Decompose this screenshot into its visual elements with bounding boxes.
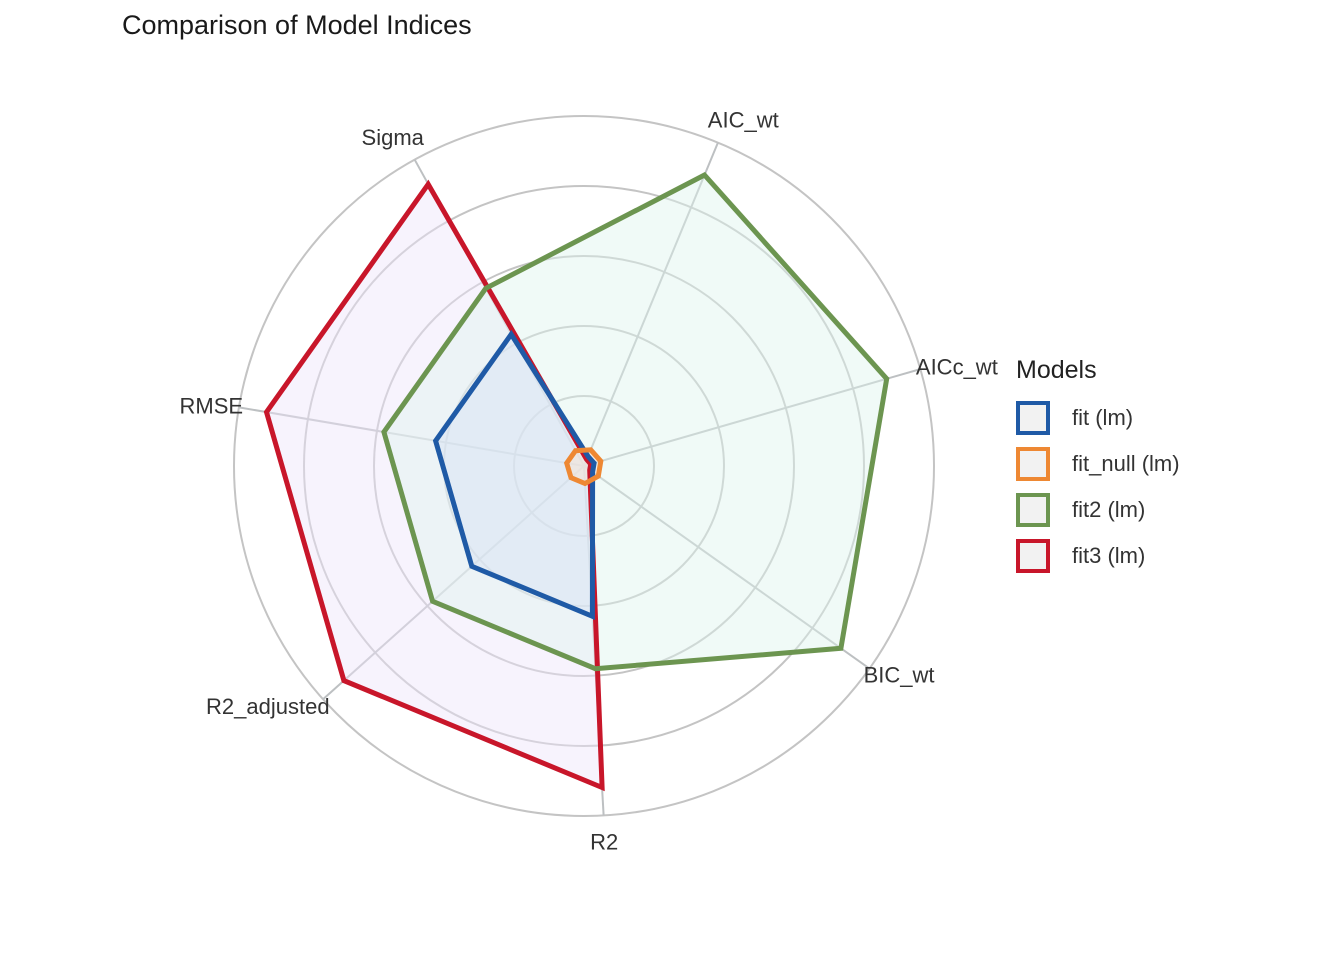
series-line [563, 447, 604, 487]
series-line [263, 179, 605, 792]
axis-label: RMSE [180, 394, 244, 419]
legend-label-fit2: fit2 (lm) [1072, 497, 1146, 522]
legend-item-fit2: fit2 (lm) [1016, 487, 1180, 533]
axis-labels: AIC_wt AICc_wt BIC_wt R2 R2_adjusted RMSE Sigm… [180, 107, 998, 854]
grid-circle [233, 115, 935, 817]
axis-label: BIC_wt [864, 662, 935, 687]
legend: Models fit (lm) fit_null (lm) fit2 (lm) … [1016, 356, 1180, 579]
spoke-line [583, 368, 921, 467]
legend-swatch-fit-null [1016, 447, 1050, 481]
legend-item-fit: fit (lm) [1016, 395, 1180, 441]
spoke-line [238, 406, 585, 467]
series-lines [263, 171, 890, 792]
axis-label: AIC_wt [708, 107, 779, 132]
axis-label: Sigma [362, 125, 425, 150]
legend-item-fit-null: fit_null (lm) [1016, 441, 1180, 487]
legend-label-fit3: fit3 (lm) [1072, 543, 1146, 568]
grid-circle [373, 255, 795, 677]
axis-label: AICc_wt [916, 354, 998, 379]
grid-circle [513, 395, 655, 537]
series-line [432, 329, 597, 621]
spoke-line [583, 465, 871, 670]
legend-swatch-fit3 [1016, 539, 1050, 573]
axis-label: R2_adjusted [206, 694, 330, 719]
spoke-line [322, 465, 585, 700]
legend-label-fit: fit (lm) [1072, 405, 1134, 430]
legend-label-fit-null: fit_null (lm) [1072, 451, 1180, 476]
legend-title: Models [1016, 356, 1097, 384]
legend-swatch-fit2 [1016, 493, 1050, 527]
legend-swatch-fit [1016, 401, 1050, 435]
spoke-line [583, 142, 719, 467]
grid-circle [303, 185, 865, 747]
series-line [381, 171, 890, 672]
series-fill [383, 175, 887, 669]
axis-label: R2 [590, 829, 618, 854]
legend-item-fit3: fit3 (lm) [1016, 533, 1180, 579]
chart-title: Comparison of Model Indices [122, 10, 472, 40]
